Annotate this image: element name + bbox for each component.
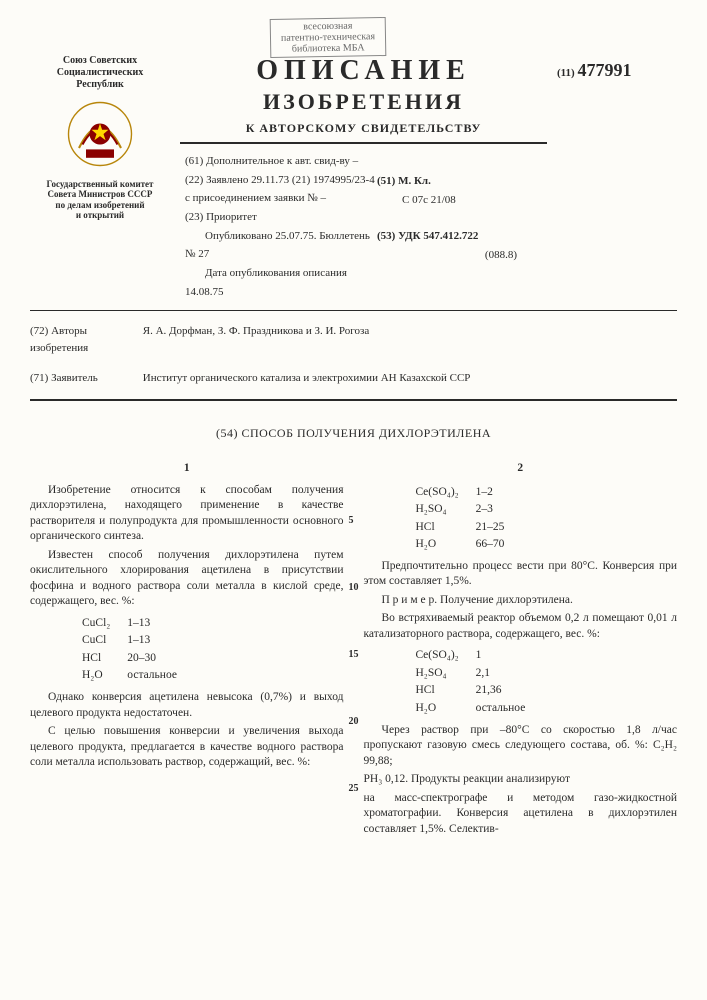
doc-subtitle: К АВТОРСКОМУ СВИДЕТЕЛЬСТВУ: [180, 121, 547, 144]
line-num: 10: [349, 583, 359, 593]
col-number: 1: [30, 461, 344, 477]
composition-table-1: CuCl₂1–13 CuCl1–13 HCl20–30 H₂Oостальное: [80, 614, 194, 686]
meta-51b: С 07с 21/08: [377, 191, 547, 210]
body-columns: 1 Изобретение относится к способам получ…: [30, 461, 677, 840]
paragraph: С целью повышения конверсии и увеличения…: [30, 724, 344, 771]
ussr-emblem-icon: [65, 99, 135, 169]
patent-page: всесоюзная патентно-техническая библиоте…: [0, 0, 707, 1000]
cell: 20–30: [127, 651, 192, 667]
label-71: (71) Заявитель: [30, 370, 140, 388]
meta-53a: (53) УДК 547.412.722: [377, 227, 547, 246]
doc-title-1: ОПИСАНИЕ: [180, 55, 547, 87]
cell: H₂O: [416, 701, 474, 717]
paragraph: Предпочтительно процесс вести при 80°С. …: [364, 559, 678, 590]
cell: Ce(SO₄)₂: [416, 485, 474, 501]
cell: 66–70: [476, 537, 520, 553]
cell: CuCl: [82, 633, 125, 649]
cell: остальное: [127, 668, 192, 684]
cell: H₂O: [82, 668, 125, 684]
paragraph: Известен способ получения дихлорэтилена …: [30, 548, 344, 610]
cell: 1–2: [476, 485, 520, 501]
cell: CuCl₂: [82, 616, 125, 632]
line-number-gutter: 5 10 15 20 25: [349, 516, 359, 794]
cell: H₂O: [416, 537, 474, 553]
cell: 21,36: [476, 683, 541, 699]
meta-date: Дата опубликования описания 14.08.75: [185, 264, 377, 301]
composition-table-2: Ce(SO₄)₂1–2 H₂SO₄2–3 HCl21–25 H₂O66–70: [414, 483, 522, 555]
cell: H₂SO₄: [416, 502, 474, 518]
pub-prefix: (11): [557, 67, 575, 79]
paragraph: П р и м е р. Получение дихлорэтилена.: [364, 593, 678, 609]
paragraph: на масс-спектрографе и методом газо-жидк…: [364, 791, 678, 838]
issuer-column: Союз Советских Социалистических Республи…: [30, 55, 170, 302]
cell: 1–13: [127, 616, 192, 632]
divider: [30, 310, 677, 311]
cell: HCl: [416, 683, 474, 699]
authors-block: (72) Авторы изобретения Я. А. Дорфман, З…: [30, 323, 677, 358]
applicant-name: Институт органического катализа и электр…: [143, 372, 471, 384]
label-72: (72) Авторы изобретения: [30, 323, 140, 358]
author-names: Я. А. Дорфман, З. Ф. Праздникова и З. И.…: [143, 325, 369, 337]
column-1: 1 Изобретение относится к способам получ…: [30, 461, 344, 840]
cell: HCl: [416, 520, 474, 536]
header: Союз Советских Социалистических Республи…: [30, 55, 677, 302]
metadata-block: (61) Дополнительное к авт. свид-ву – (22…: [180, 152, 547, 302]
meta-53b: (088.8): [377, 246, 547, 265]
library-stamp: всесоюзная патентно-техническая библиоте…: [270, 17, 387, 58]
paragraph: Изобретение относится к способам получен…: [30, 483, 344, 545]
meta-join: с присоединением заявки № –: [185, 189, 377, 208]
cell: HCl: [82, 651, 125, 667]
meta-51a: (51) М. Кл.: [377, 172, 547, 191]
cell: H₂SO₄: [416, 666, 474, 682]
applicant-block: (71) Заявитель Институт органического ка…: [30, 370, 677, 388]
col-number: 2: [364, 461, 678, 477]
patent-number-column: (11) 477991: [557, 55, 677, 302]
cell: 2–3: [476, 502, 520, 518]
paragraph: Через раствор при –80°С со скоростью 1,8…: [364, 723, 678, 770]
invention-title: (54) СПОСОБ ПОЛУЧЕНИЯ ДИХЛОРЭТИЛЕНА: [30, 426, 677, 441]
cell: Ce(SO₄)₂: [416, 648, 474, 664]
committee-label: Государственный комитет Совета Министров…: [30, 179, 170, 220]
paragraph: Однако конверсия ацетилена невысока (0,7…: [30, 690, 344, 721]
line-num: 15: [349, 650, 359, 660]
ussr-label: Союз Советских Социалистических Республи…: [30, 55, 170, 91]
line-num: 25: [349, 784, 359, 794]
meta-61: (61) Дополнительное к авт. свид-ву –: [185, 152, 377, 171]
meta-pub: Опубликовано 25.07.75. Бюллетень № 27: [185, 227, 377, 264]
cell: остальное: [476, 701, 541, 717]
patent-number: 477991: [577, 60, 631, 80]
doc-title-2: ИЗОБРЕТЕНИЯ: [180, 89, 547, 115]
cell: 2,1: [476, 666, 541, 682]
column-2: 2 Ce(SO₄)₂1–2 H₂SO₄2–3 HCl21–25 H₂O66–70…: [364, 461, 678, 840]
title-column: ОПИСАНИЕ ИЗОБРЕТЕНИЯ К АВТОРСКОМУ СВИДЕТ…: [170, 55, 557, 302]
composition-table-3: Ce(SO₄)₂1 H₂SO₄2,1 HCl21,36 H₂Oостальное: [414, 646, 543, 718]
paragraph: PH₃ 0,12. Продукты реакции анализируют: [364, 772, 678, 788]
cell: 21–25: [476, 520, 520, 536]
meta-22: (22) Заявлено 29.11.73 (21) 1974995/23-4: [185, 171, 377, 190]
line-num: 5: [349, 516, 359, 526]
stamp-line: библиотека МБА: [281, 42, 375, 55]
meta-23: (23) Приоритет: [185, 208, 377, 227]
divider-thick: [30, 399, 677, 401]
line-num: 20: [349, 717, 359, 727]
cell: 1–13: [127, 633, 192, 649]
cell: 1: [476, 648, 541, 664]
paragraph: Во встряхиваемый реактор объемом 0,2 л п…: [364, 611, 678, 642]
